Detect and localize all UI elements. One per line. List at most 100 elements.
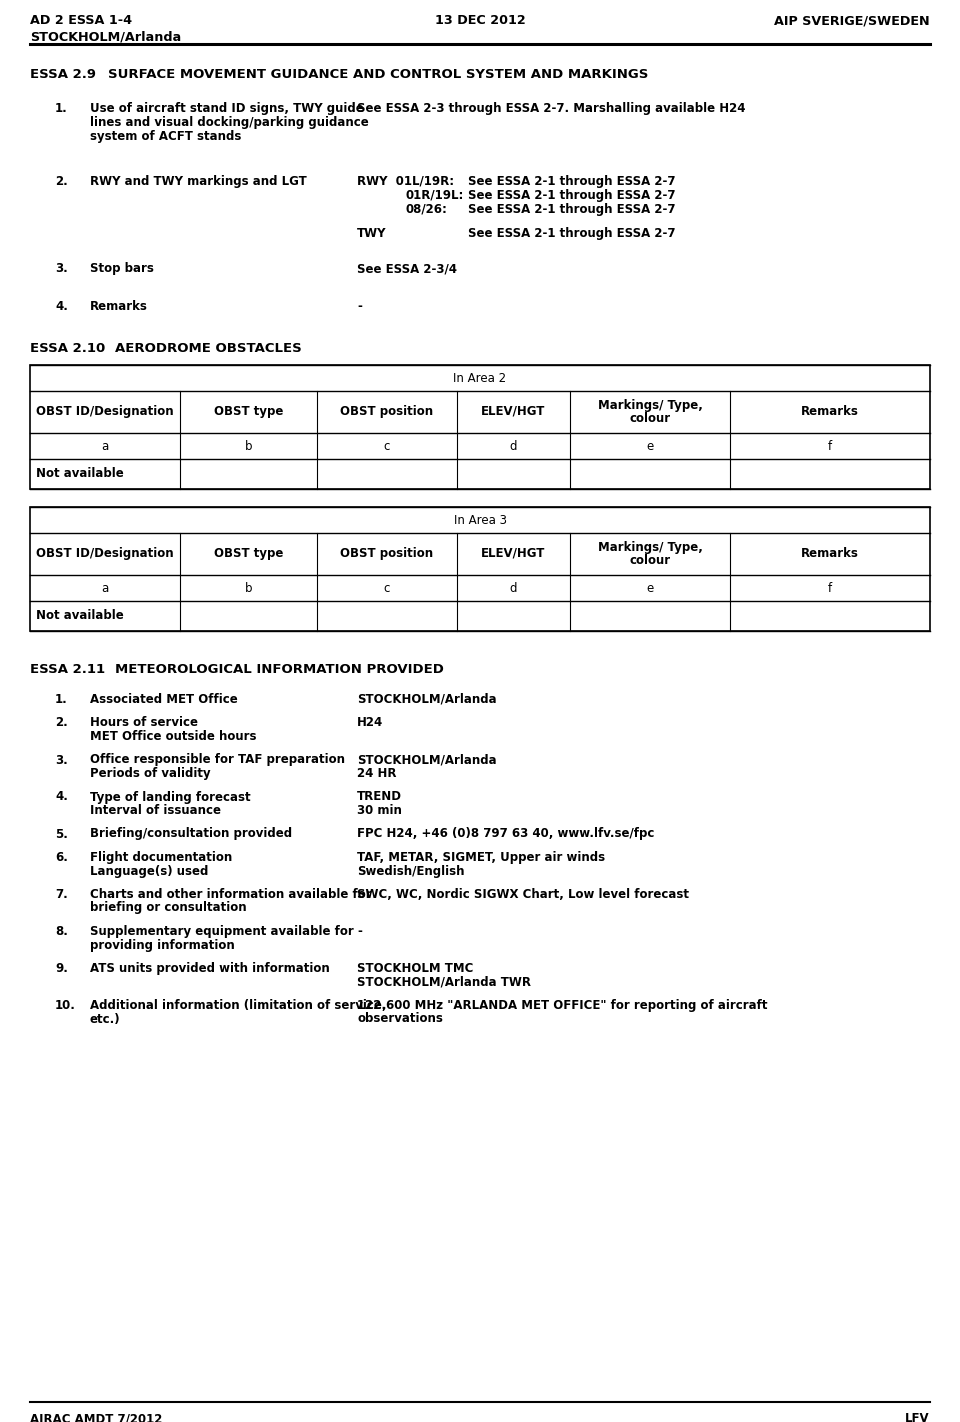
Text: f: f	[828, 439, 832, 454]
Text: STOCKHOLM/Arlanda: STOCKHOLM/Arlanda	[357, 754, 496, 766]
Text: 4.: 4.	[55, 300, 68, 313]
Text: 3.: 3.	[55, 754, 68, 766]
Text: Charts and other information available for: Charts and other information available f…	[90, 887, 372, 902]
Text: 24 HR: 24 HR	[357, 766, 396, 781]
Text: a: a	[102, 582, 108, 594]
Text: -: -	[357, 924, 362, 939]
Text: RWY and TWY markings and LGT: RWY and TWY markings and LGT	[90, 175, 307, 188]
Text: In Area 3: In Area 3	[453, 513, 507, 528]
Text: In Area 2: In Area 2	[453, 373, 507, 385]
Text: providing information: providing information	[90, 939, 235, 951]
Text: See ESSA 2-3/4: See ESSA 2-3/4	[357, 262, 457, 274]
Text: etc.): etc.)	[90, 1012, 121, 1025]
Text: 13 DEC 2012: 13 DEC 2012	[435, 14, 525, 27]
Text: f: f	[828, 582, 832, 594]
Bar	[30, 365, 930, 489]
Text: Stop bars: Stop bars	[90, 262, 154, 274]
Text: d: d	[510, 582, 517, 594]
Text: TREND: TREND	[357, 791, 402, 803]
Text: AIRAC AMDT 7/2012: AIRAC AMDT 7/2012	[30, 1412, 162, 1422]
Text: See ESSA 2-3 through ESSA 2-7. Marshalling available H24: See ESSA 2-3 through ESSA 2-7. Marshalli…	[357, 102, 746, 115]
Text: See ESSA 2-1 through ESSA 2-7: See ESSA 2-1 through ESSA 2-7	[468, 189, 676, 202]
Text: colour: colour	[630, 555, 671, 567]
Text: Markings/ Type,: Markings/ Type,	[597, 400, 703, 412]
Text: system of ACFT stands: system of ACFT stands	[90, 129, 241, 144]
Text: ESSA 2.9: ESSA 2.9	[30, 68, 96, 81]
Text: d: d	[510, 439, 517, 454]
Text: 8.: 8.	[55, 924, 68, 939]
Text: See ESSA 2-1 through ESSA 2-7: See ESSA 2-1 through ESSA 2-7	[468, 175, 676, 188]
Text: 7.: 7.	[55, 887, 68, 902]
Text: Office responsible for TAF preparation: Office responsible for TAF preparation	[90, 754, 345, 766]
Text: Swedish/English: Swedish/English	[357, 865, 465, 877]
Text: 1.: 1.	[55, 693, 68, 705]
Text: 6.: 6.	[55, 850, 68, 865]
Text: OBST type: OBST type	[214, 405, 283, 418]
Text: 30 min: 30 min	[357, 803, 402, 818]
Text: OBST position: OBST position	[341, 405, 434, 418]
Text: Markings/ Type,: Markings/ Type,	[597, 540, 703, 555]
Text: lines and visual docking/parking guidance: lines and visual docking/parking guidanc…	[90, 117, 369, 129]
Text: ATS units provided with information: ATS units provided with information	[90, 963, 329, 975]
Text: Use of aircraft stand ID signs, TWY guide: Use of aircraft stand ID signs, TWY guid…	[90, 102, 364, 115]
Text: OBST position: OBST position	[341, 547, 434, 560]
Text: SWC, WC, Nordic SIGWX Chart, Low level forecast: SWC, WC, Nordic SIGWX Chart, Low level f…	[357, 887, 689, 902]
Text: 5.: 5.	[55, 828, 68, 840]
Text: 08/26:: 08/26:	[406, 203, 448, 216]
Text: 2.: 2.	[55, 717, 68, 729]
Text: STOCKHOLM/Arlanda TWR: STOCKHOLM/Arlanda TWR	[357, 975, 531, 988]
Text: See ESSA 2-1 through ESSA 2-7: See ESSA 2-1 through ESSA 2-7	[468, 203, 676, 216]
Text: Periods of validity: Periods of validity	[90, 766, 210, 781]
Text: OBST ID/Designation: OBST ID/Designation	[36, 405, 174, 418]
Text: 3.: 3.	[55, 262, 68, 274]
Text: Remarks: Remarks	[90, 300, 148, 313]
Text: c: c	[384, 582, 390, 594]
Text: ELEV/HGT: ELEV/HGT	[481, 405, 545, 418]
Text: c: c	[384, 439, 390, 454]
Text: e: e	[646, 582, 654, 594]
Text: STOCKHOLM/Arlanda: STOCKHOLM/Arlanda	[30, 30, 181, 43]
Text: Remarks: Remarks	[801, 547, 859, 560]
Text: STOCKHOLM TMC: STOCKHOLM TMC	[357, 963, 473, 975]
Text: b: b	[245, 439, 252, 454]
Text: b: b	[245, 582, 252, 594]
Text: 01R/19L:: 01R/19L:	[406, 189, 465, 202]
Text: Hours of service: Hours of service	[90, 717, 198, 729]
Text: Interval of issuance: Interval of issuance	[90, 803, 221, 818]
Text: ESSA 2.10: ESSA 2.10	[30, 343, 106, 356]
Text: 1.: 1.	[55, 102, 68, 115]
Text: Language(s) used: Language(s) used	[90, 865, 208, 877]
Text: briefing or consultation: briefing or consultation	[90, 902, 247, 914]
Text: Briefing/consultation provided: Briefing/consultation provided	[90, 828, 292, 840]
Text: Flight documentation: Flight documentation	[90, 850, 232, 865]
Text: RWY  01L/19R:: RWY 01L/19R:	[357, 175, 454, 188]
Text: 4.: 4.	[55, 791, 68, 803]
Text: 122.600 MHz "ARLANDA MET OFFICE" for reporting of aircraft: 122.600 MHz "ARLANDA MET OFFICE" for rep…	[357, 1000, 767, 1012]
Text: Additional information (limitation of service,: Additional information (limitation of se…	[90, 1000, 387, 1012]
Text: AERODROME OBSTACLES: AERODROME OBSTACLES	[115, 343, 301, 356]
Text: Remarks: Remarks	[801, 405, 859, 418]
Text: See ESSA 2-1 through ESSA 2-7: See ESSA 2-1 through ESSA 2-7	[468, 228, 676, 240]
Text: OBST type: OBST type	[214, 547, 283, 560]
Text: Not available: Not available	[36, 609, 124, 621]
Text: 9.: 9.	[55, 963, 68, 975]
Text: OBST ID/Designation: OBST ID/Designation	[36, 547, 174, 560]
Text: TWY: TWY	[357, 228, 387, 240]
Text: Associated MET Office: Associated MET Office	[90, 693, 238, 705]
Text: LFV: LFV	[905, 1412, 930, 1422]
Text: ESSA 2.11: ESSA 2.11	[30, 663, 106, 675]
Text: Supplementary equipment available for: Supplementary equipment available for	[90, 924, 353, 939]
Text: -: -	[357, 300, 362, 313]
Text: 10.: 10.	[55, 1000, 76, 1012]
Text: AD 2 ESSA 1-4: AD 2 ESSA 1-4	[30, 14, 132, 27]
Bar	[30, 508, 930, 631]
Text: MET Office outside hours: MET Office outside hours	[90, 729, 256, 744]
Text: 2.: 2.	[55, 175, 68, 188]
Text: TAF, METAR, SIGMET, Upper air winds: TAF, METAR, SIGMET, Upper air winds	[357, 850, 605, 865]
Text: FPC H24, +46 (0)8 797 63 40, www.lfv.se/fpc: FPC H24, +46 (0)8 797 63 40, www.lfv.se/…	[357, 828, 655, 840]
Text: AIP SVERIGE/SWEDEN: AIP SVERIGE/SWEDEN	[775, 14, 930, 27]
Text: a: a	[102, 439, 108, 454]
Text: H24: H24	[357, 717, 383, 729]
Text: e: e	[646, 439, 654, 454]
Text: METEOROLOGICAL INFORMATION PROVIDED: METEOROLOGICAL INFORMATION PROVIDED	[115, 663, 444, 675]
